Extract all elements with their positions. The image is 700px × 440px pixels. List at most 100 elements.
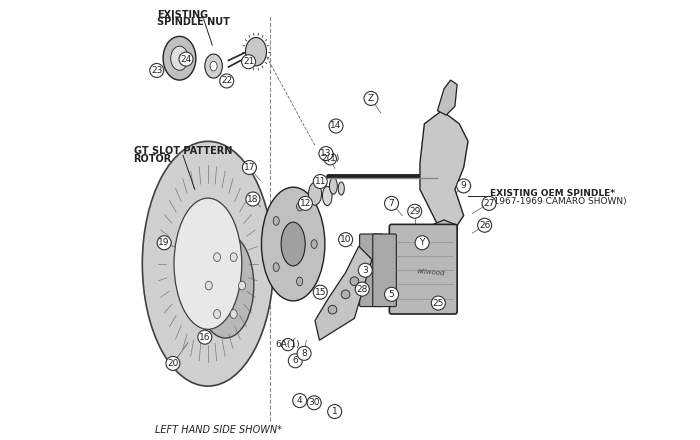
Text: SPINDLE NUT: SPINDLE NUT bbox=[157, 17, 230, 27]
Circle shape bbox=[307, 396, 321, 410]
Circle shape bbox=[328, 404, 342, 418]
Text: GT SLOT PATTERN: GT SLOT PATTERN bbox=[134, 146, 232, 156]
Circle shape bbox=[324, 153, 337, 165]
Text: 6: 6 bbox=[293, 356, 298, 365]
Text: 6A(1): 6A(1) bbox=[276, 340, 300, 349]
Circle shape bbox=[293, 393, 307, 407]
Circle shape bbox=[158, 236, 172, 250]
Circle shape bbox=[220, 74, 234, 88]
Ellipse shape bbox=[142, 141, 274, 386]
Circle shape bbox=[241, 55, 255, 69]
Text: 24: 24 bbox=[181, 55, 192, 64]
Ellipse shape bbox=[214, 310, 220, 319]
Circle shape bbox=[298, 196, 312, 210]
Ellipse shape bbox=[273, 216, 279, 225]
Text: 10: 10 bbox=[340, 235, 351, 244]
Ellipse shape bbox=[309, 183, 321, 205]
Ellipse shape bbox=[246, 37, 267, 66]
Ellipse shape bbox=[205, 281, 212, 290]
Circle shape bbox=[166, 356, 180, 370]
Text: 26: 26 bbox=[479, 221, 491, 230]
Text: Z: Z bbox=[368, 94, 374, 103]
Circle shape bbox=[477, 218, 491, 232]
Text: EXISTING OEM SPINDLE*: EXISTING OEM SPINDLE* bbox=[490, 189, 615, 198]
Text: 5: 5 bbox=[389, 290, 394, 299]
Polygon shape bbox=[433, 220, 457, 251]
Circle shape bbox=[355, 282, 369, 296]
Text: 12: 12 bbox=[300, 199, 311, 208]
FancyBboxPatch shape bbox=[360, 234, 383, 307]
Ellipse shape bbox=[330, 178, 337, 194]
Circle shape bbox=[314, 285, 328, 299]
Text: 28: 28 bbox=[356, 285, 368, 293]
Text: 20: 20 bbox=[167, 359, 178, 368]
Ellipse shape bbox=[297, 277, 302, 286]
Circle shape bbox=[456, 179, 470, 193]
FancyBboxPatch shape bbox=[372, 234, 396, 307]
Text: 9: 9 bbox=[461, 181, 467, 191]
Text: 2(1): 2(1) bbox=[321, 154, 340, 163]
Text: 25: 25 bbox=[433, 299, 444, 308]
Ellipse shape bbox=[174, 198, 242, 329]
Circle shape bbox=[339, 233, 353, 247]
Ellipse shape bbox=[214, 253, 220, 261]
Circle shape bbox=[364, 92, 378, 106]
Circle shape bbox=[179, 52, 193, 66]
Text: 29: 29 bbox=[409, 207, 421, 216]
Circle shape bbox=[319, 147, 333, 161]
Text: Y: Y bbox=[419, 238, 425, 247]
Circle shape bbox=[384, 287, 398, 301]
Text: 15: 15 bbox=[314, 288, 326, 297]
Text: 1: 1 bbox=[332, 407, 337, 416]
Circle shape bbox=[297, 346, 311, 360]
Ellipse shape bbox=[163, 37, 196, 80]
Text: 18: 18 bbox=[247, 194, 259, 204]
Circle shape bbox=[282, 338, 294, 351]
Text: 3: 3 bbox=[363, 266, 368, 275]
Ellipse shape bbox=[197, 233, 254, 338]
Circle shape bbox=[150, 63, 164, 77]
Polygon shape bbox=[315, 246, 372, 340]
Ellipse shape bbox=[281, 222, 305, 266]
Polygon shape bbox=[438, 80, 457, 115]
Text: 21: 21 bbox=[243, 57, 254, 66]
Ellipse shape bbox=[323, 186, 332, 205]
Text: 27: 27 bbox=[483, 199, 495, 208]
Text: 16: 16 bbox=[199, 333, 211, 342]
Circle shape bbox=[407, 204, 421, 218]
Ellipse shape bbox=[239, 281, 246, 290]
Text: 11: 11 bbox=[314, 177, 326, 186]
Text: 4: 4 bbox=[297, 396, 302, 405]
Ellipse shape bbox=[311, 240, 317, 249]
Circle shape bbox=[342, 290, 350, 299]
Text: 17: 17 bbox=[244, 163, 256, 172]
Ellipse shape bbox=[230, 253, 237, 261]
Text: 13: 13 bbox=[320, 149, 332, 158]
Text: 8: 8 bbox=[301, 349, 307, 358]
Ellipse shape bbox=[230, 310, 237, 319]
Text: LEFT HAND SIDE SHOWN*: LEFT HAND SIDE SHOWN* bbox=[155, 425, 282, 435]
Circle shape bbox=[482, 196, 496, 210]
Circle shape bbox=[242, 161, 256, 175]
Text: 19: 19 bbox=[158, 238, 170, 247]
Text: EXISTING: EXISTING bbox=[157, 10, 208, 19]
Ellipse shape bbox=[297, 202, 302, 211]
Circle shape bbox=[384, 196, 398, 210]
Circle shape bbox=[350, 277, 358, 286]
Circle shape bbox=[198, 330, 212, 344]
Text: 23: 23 bbox=[151, 66, 162, 75]
Text: (1967-1969 CAMARO SHOWN): (1967-1969 CAMARO SHOWN) bbox=[490, 197, 626, 206]
Circle shape bbox=[415, 236, 429, 250]
Polygon shape bbox=[420, 111, 468, 229]
FancyBboxPatch shape bbox=[389, 224, 457, 314]
Text: ROTOR: ROTOR bbox=[134, 154, 172, 164]
Circle shape bbox=[246, 192, 260, 206]
Circle shape bbox=[358, 263, 372, 277]
Text: 22: 22 bbox=[221, 77, 232, 85]
Circle shape bbox=[328, 305, 337, 314]
Circle shape bbox=[329, 119, 343, 133]
Ellipse shape bbox=[205, 54, 223, 78]
Ellipse shape bbox=[171, 46, 188, 70]
Ellipse shape bbox=[273, 263, 279, 271]
Circle shape bbox=[431, 296, 445, 310]
